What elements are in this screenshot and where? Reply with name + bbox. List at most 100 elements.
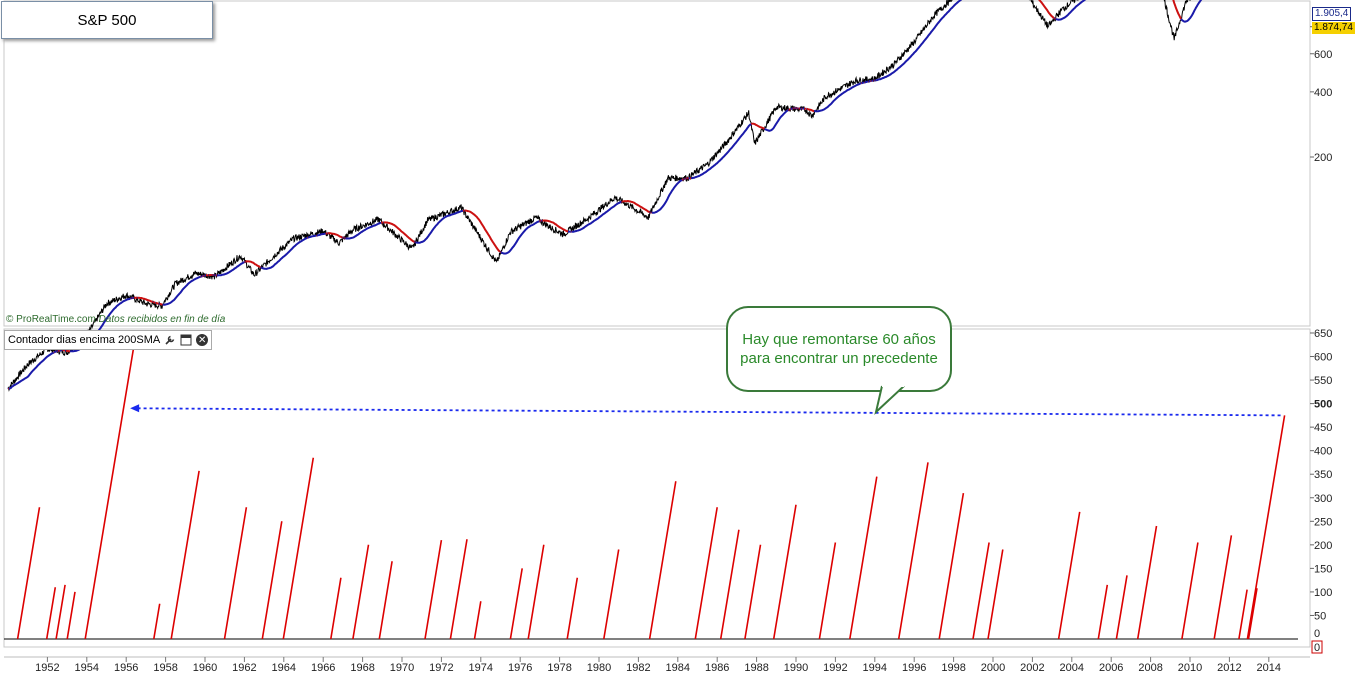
counter-ramp bbox=[424, 539, 443, 640]
counter-ramp bbox=[818, 542, 837, 640]
year-tick-label: 1994 bbox=[863, 662, 887, 674]
year-tick-label: 1974 bbox=[469, 662, 493, 674]
counter-ramp bbox=[66, 591, 76, 640]
year-tick-label: 1992 bbox=[823, 662, 847, 674]
year-tick-label: 1954 bbox=[75, 662, 99, 674]
year-tick-label: 1988 bbox=[744, 662, 768, 674]
price-tick-label: 400 bbox=[1314, 87, 1332, 99]
year-tick-label: 2010 bbox=[1178, 662, 1202, 674]
counter-ramp bbox=[897, 462, 929, 640]
sma-segment bbox=[53, 350, 57, 354]
year-tick-label: 1956 bbox=[114, 662, 138, 674]
counter-ramp bbox=[55, 584, 66, 640]
window-icon[interactable] bbox=[180, 334, 192, 346]
counter-ramp bbox=[1247, 588, 1258, 640]
sma-segment bbox=[65, 349, 71, 353]
counter-ramp bbox=[1213, 535, 1233, 640]
year-tick-label: 1980 bbox=[587, 662, 611, 674]
counter-zero-label-a: 0 bbox=[1314, 628, 1320, 640]
source-note: © ProRealTime.com Datos recibidos en fin… bbox=[6, 314, 225, 325]
counter-ramp bbox=[16, 507, 41, 640]
counter-ramp bbox=[282, 457, 315, 640]
year-tick-label: 1962 bbox=[232, 662, 256, 674]
counter-ramp bbox=[330, 577, 342, 640]
wrench-icon[interactable] bbox=[164, 334, 176, 346]
reference-arrow-head bbox=[130, 404, 140, 413]
year-tick-label: 1958 bbox=[153, 662, 177, 674]
counter-tick-label: 350 bbox=[1314, 469, 1332, 481]
counter-tick-label: 250 bbox=[1314, 516, 1332, 528]
counter-tick-label: 400 bbox=[1314, 446, 1332, 458]
sma-segment bbox=[307, 234, 317, 239]
counter-ramp bbox=[223, 507, 248, 640]
sma-segment bbox=[690, 123, 752, 180]
counter-ramp bbox=[1246, 415, 1286, 640]
sma-segment bbox=[651, 179, 683, 214]
counter-ramp bbox=[153, 603, 161, 640]
counter-ramp bbox=[1238, 589, 1248, 640]
counter-ramp bbox=[648, 481, 677, 640]
sma-segment bbox=[806, 107, 815, 113]
sma-segment bbox=[130, 296, 133, 300]
callout-tail bbox=[874, 384, 905, 415]
counter-ramp bbox=[170, 470, 200, 640]
sma-segment bbox=[864, 80, 869, 84]
sma-segment bbox=[414, 209, 464, 244]
sma-segment bbox=[788, 108, 791, 111]
sma-segment bbox=[216, 261, 245, 277]
reference-arrow-line bbox=[136, 407, 1281, 417]
sma-segment bbox=[814, 82, 862, 113]
year-tick-label: 1984 bbox=[666, 662, 690, 674]
sma-segment bbox=[152, 301, 156, 304]
year-tick-label: 1970 bbox=[390, 662, 414, 674]
sma-segment bbox=[681, 178, 684, 181]
counter-zero-box bbox=[1311, 640, 1323, 654]
sma-segment bbox=[1180, 0, 1203, 23]
year-tick-label: 2006 bbox=[1099, 662, 1123, 674]
sma-segment bbox=[542, 219, 569, 233]
sma-segment bbox=[1055, 0, 1087, 21]
chart-title: S&P 500 bbox=[1, 1, 213, 39]
counter-tick-label: 50 bbox=[1314, 610, 1326, 622]
sma-segment bbox=[7, 387, 10, 390]
sma-segment bbox=[861, 81, 865, 85]
year-tick-label: 2000 bbox=[981, 662, 1005, 674]
counter-tick-label: 100 bbox=[1314, 587, 1332, 599]
year-tick-label: 1952 bbox=[35, 662, 59, 674]
source-brand: © ProRealTime.com bbox=[6, 314, 96, 325]
sma-segment bbox=[260, 236, 308, 270]
price-series bbox=[7, 0, 1191, 392]
sma-segment bbox=[1053, 17, 1057, 20]
year-tick-label: 2002 bbox=[1020, 662, 1044, 674]
counter-tick-label: 550 bbox=[1314, 375, 1332, 387]
sma-segment bbox=[764, 109, 789, 132]
counter-ramp bbox=[744, 544, 762, 640]
price-tick-label: 200 bbox=[1314, 152, 1332, 164]
counter-ramp bbox=[45, 587, 57, 640]
annotation-callout: Hay que remontarse 60 años para encontra… bbox=[726, 306, 952, 392]
counter-ramp bbox=[527, 544, 545, 640]
counter-ramp bbox=[352, 544, 370, 640]
counter-ramp bbox=[1181, 542, 1199, 640]
counter-ramp bbox=[1115, 575, 1128, 640]
close-icon[interactable]: ✕ bbox=[196, 334, 209, 346]
counter-ramp bbox=[772, 504, 797, 640]
sma-segment bbox=[159, 302, 163, 306]
year-tick-label: 1966 bbox=[311, 662, 335, 674]
counter-ramp bbox=[987, 549, 1004, 640]
indicator-name: Contador dias encima 200SMA bbox=[8, 334, 161, 346]
year-tick-label: 1982 bbox=[626, 662, 650, 674]
counter-tick-label: 200 bbox=[1314, 540, 1332, 552]
sma-segment bbox=[8, 351, 55, 390]
year-tick-label: 1998 bbox=[941, 662, 965, 674]
counter-ramp bbox=[849, 476, 878, 640]
sma-segment bbox=[162, 275, 201, 306]
sma-segment bbox=[571, 200, 622, 233]
counter-series bbox=[16, 344, 1286, 640]
sma-segment bbox=[155, 301, 160, 305]
counter-ramp bbox=[719, 529, 740, 640]
price-line bbox=[7, 0, 1191, 392]
indicator-header: Contador dias encima 200SMA ✕ bbox=[4, 330, 213, 350]
price-tick-label: 600 bbox=[1314, 49, 1332, 61]
